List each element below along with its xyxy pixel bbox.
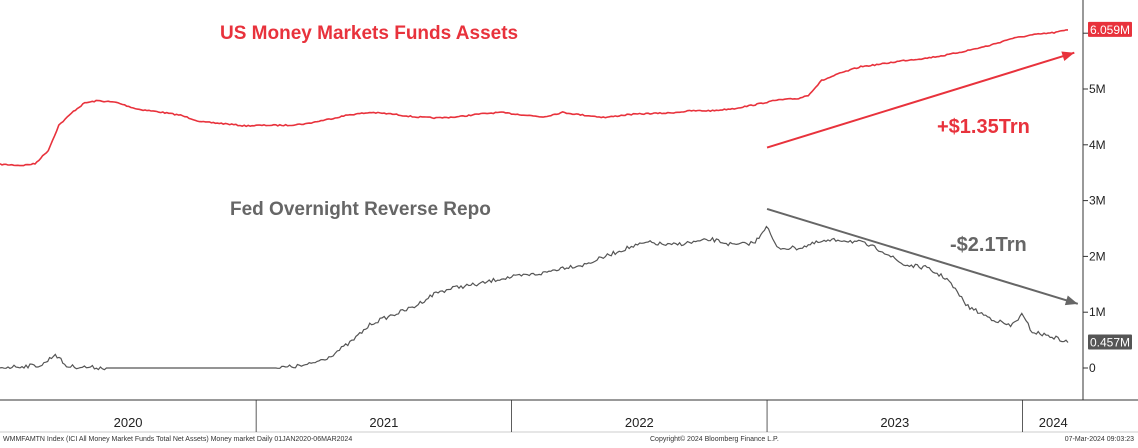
trend-arrows: [766, 51, 1079, 306]
last-value-money-markets: 6.059M: [1090, 23, 1130, 37]
last-value-badge-money-markets: 6.059M: [1088, 21, 1132, 37]
last-value-badge-reverse-repo: 0.457M: [1088, 334, 1132, 350]
annotation-reverse-repo-change: -$2.1Trn: [950, 234, 1027, 256]
arrowhead-reverse-repo: [1064, 295, 1078, 306]
y-tick-label: 5M: [1089, 82, 1106, 96]
y-tick-label: 3M: [1089, 194, 1106, 208]
y-tick-label: 1M: [1089, 305, 1106, 319]
series-title-money-markets: US Money Markets Funds Assets: [220, 23, 518, 44]
trend-arrow-money-markets: [766, 51, 1075, 149]
footer-timestamp: 07-Mar-2024 09:03:23: [1065, 436, 1134, 443]
y-tick-label: 2M: [1089, 249, 1106, 263]
footer-source: WMMFAMTN Index (ICI All Money Market Fun…: [3, 436, 352, 443]
x-tick-label: 2021: [369, 415, 398, 430]
x-tick-label: 2024: [1039, 415, 1068, 430]
last-value-reverse-repo: 0.457M: [1090, 335, 1130, 349]
y-tick-label: 0: [1089, 361, 1096, 375]
series-line-money-markets: [0, 29, 1068, 167]
footer-copyright: Copyright© 2024 Bloomberg Finance L.P.: [650, 435, 779, 443]
x-tick-label: 2022: [625, 415, 654, 430]
x-tick-label: 2023: [880, 415, 909, 430]
plot-frame: [0, 0, 1138, 433]
annotation-money-markets-change: +$1.35Trn: [937, 116, 1030, 138]
arrowhead-money-markets: [1061, 51, 1075, 62]
series-title-reverse-repo: Fed Overnight Reverse Repo: [230, 199, 491, 220]
y-tick-label: 4M: [1089, 138, 1106, 152]
series-line-reverse-repo: [0, 225, 1069, 371]
x-tick-label: 2020: [114, 415, 143, 430]
trend-arrow-reverse-repo: [766, 208, 1079, 305]
series-layer: [0, 29, 1069, 371]
axis-ticks: 0 1M 2M 3M 4M 5M 2020 2021 2022 2023 2024: [114, 32, 1106, 432]
